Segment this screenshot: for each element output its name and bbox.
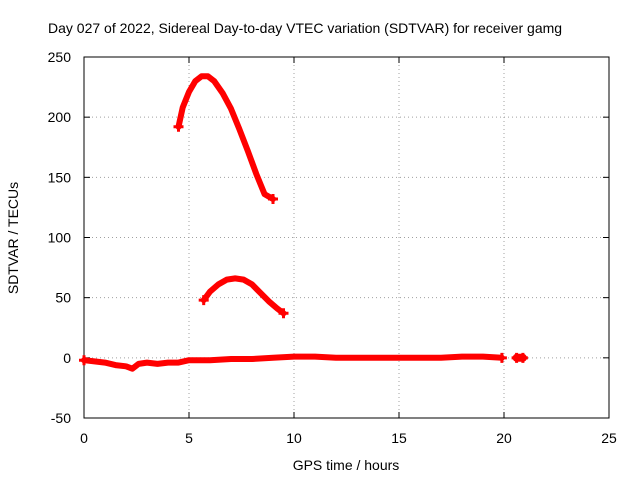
y-tick-label: -50	[51, 410, 71, 426]
series-near-zero-baseline	[81, 353, 505, 372]
y-tick-label: 0	[63, 350, 71, 366]
chart-title: Day 027 of 2022, Sidereal Day-to-day VTE…	[48, 20, 562, 36]
series-endpoint-marker	[79, 355, 89, 366]
y-tick-label: 50	[55, 290, 71, 306]
series-endpoint-marker	[278, 308, 289, 319]
x-tick-label: 25	[601, 430, 617, 446]
y-tick-label: 250	[48, 49, 72, 65]
series-endpoint-marker	[496, 352, 507, 363]
x-tick-label: 10	[286, 430, 302, 446]
data-series	[79, 73, 528, 372]
x-tick-label: 5	[185, 430, 193, 446]
x-tick-labels: 0 5 10 15 20 25	[80, 430, 617, 446]
y-tick-labels: -50 0 50 100 150 200 250	[48, 49, 72, 426]
axis-ticks	[83, 56, 610, 419]
y-axis-title: SDTVAR / TECUs	[5, 182, 21, 294]
y-tick-label: 150	[48, 169, 72, 185]
series-endpoint-marker	[173, 121, 184, 132]
series-endpoint-marker	[517, 352, 528, 363]
series-satellite-arc-high	[175, 73, 276, 202]
y-tick-label: 100	[48, 230, 72, 246]
x-axis-title: GPS time / hours	[293, 457, 400, 473]
x-tick-label: 0	[80, 430, 88, 446]
series-endpoint-marker	[198, 295, 209, 306]
series-endpoint-marker	[268, 193, 278, 204]
x-tick-label: 15	[391, 430, 407, 446]
y-tick-label: 200	[48, 109, 72, 125]
series-satellite-arc-mid	[200, 275, 287, 317]
x-tick-label: 20	[496, 430, 512, 446]
